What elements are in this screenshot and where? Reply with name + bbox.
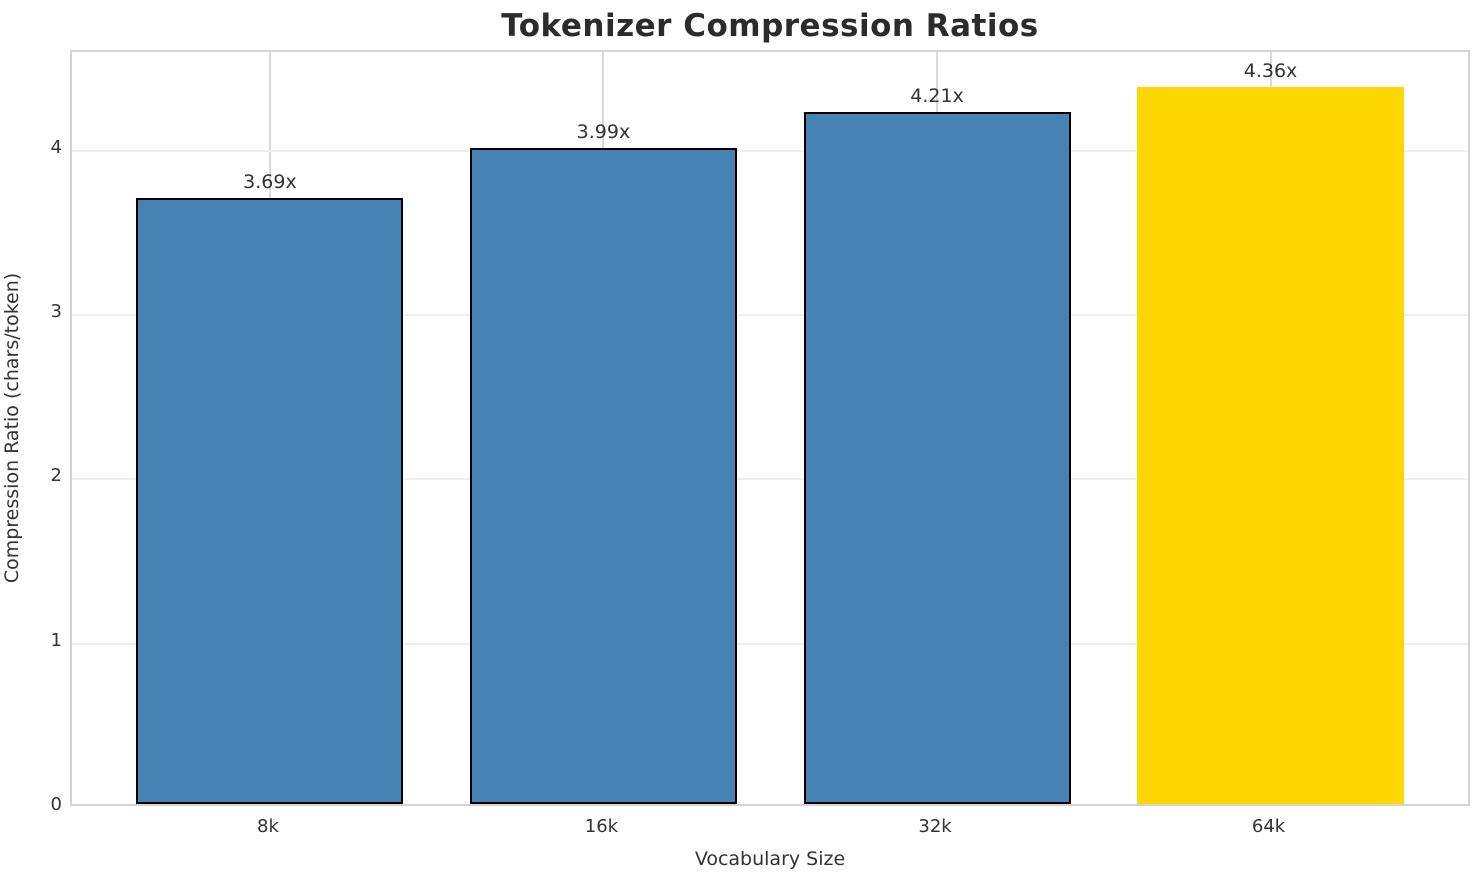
bar-value-label: 4.36x [1243, 60, 1298, 83]
bar-8k [136, 197, 404, 804]
y-tick-label: 2 [50, 465, 62, 487]
x-tick-label: 8k [257, 816, 279, 837]
y-tick-label: 4 [50, 136, 62, 158]
y-tick-label: 1 [50, 629, 62, 651]
y-gridline [72, 478, 1468, 481]
bar-value-label: 3.69x [243, 170, 297, 193]
bar-32k [803, 112, 1071, 804]
x-tick-label: 64k [1251, 816, 1286, 837]
chart-title: Tokenizer Compression Ratios [501, 8, 1039, 44]
x-tick-label: 16k [584, 816, 619, 837]
y-gridline [72, 313, 1468, 316]
bar-value-label: 4.21x [910, 85, 964, 108]
y-tick-label: 3 [50, 300, 62, 322]
y-gridline [72, 149, 1468, 152]
bar-16k [469, 148, 737, 804]
x-tick-label: 32k [918, 816, 952, 837]
bar-value-label: 3.99x [576, 121, 631, 144]
y-tick-label: 0 [50, 794, 62, 815]
x-axis-title: Vocabulary Size [694, 848, 846, 870]
y-gridline [72, 642, 1468, 645]
plot-area: 3.69x 3.99x 4.21x 4.36x [70, 50, 1470, 806]
bar-64k [1137, 87, 1405, 804]
